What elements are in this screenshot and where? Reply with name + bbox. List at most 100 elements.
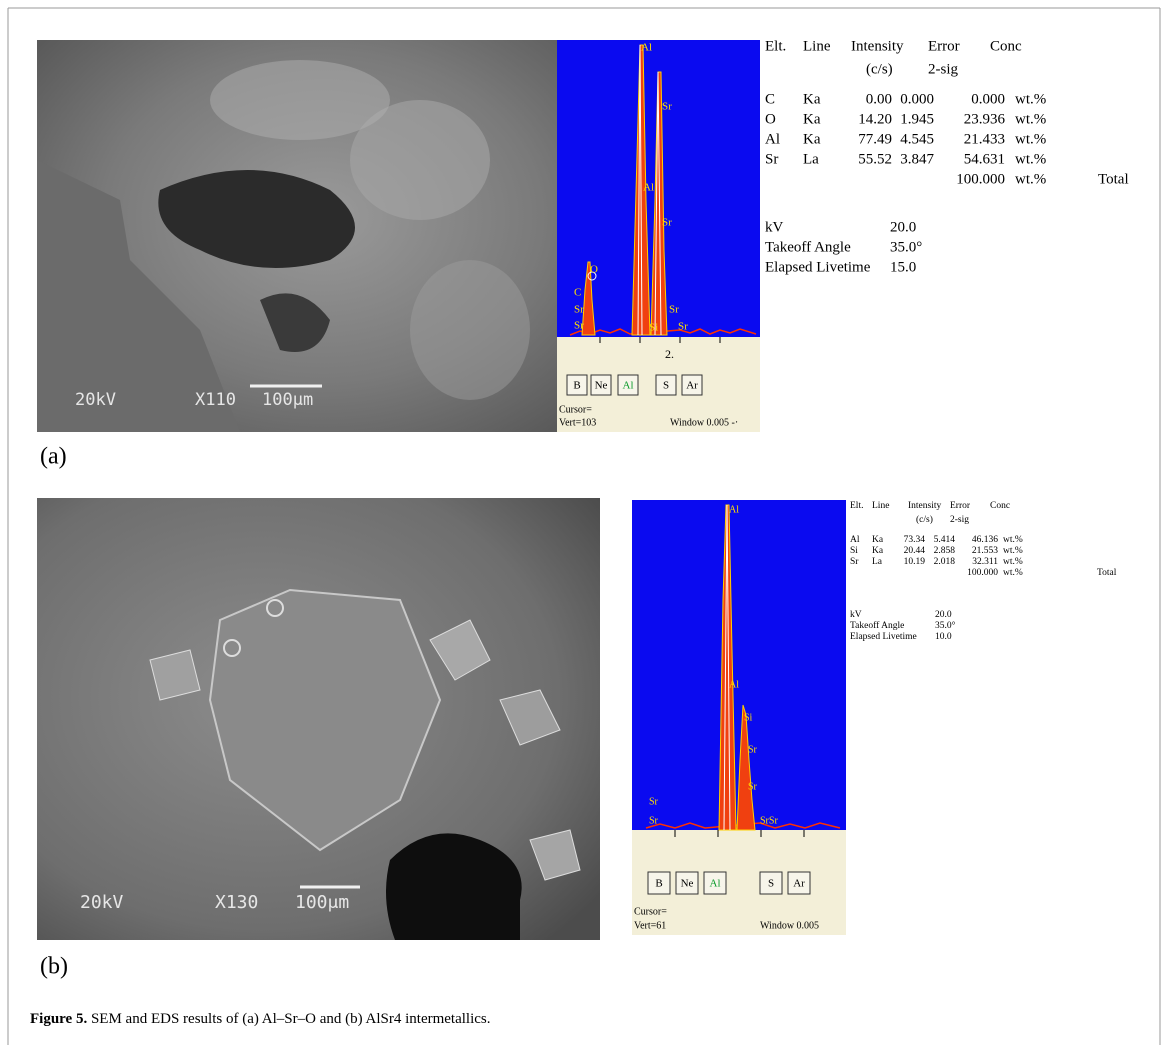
figure: Figure 5. SEM and EDS results of (a) Al–…	[0, 0, 1167, 1045]
panel-label: (b)	[40, 954, 68, 980]
table-cell: wt.%	[1015, 111, 1046, 127]
param-name: kV	[765, 219, 784, 235]
peak-label: SrSr	[760, 815, 778, 826]
table-cell: 55.52	[858, 151, 892, 167]
cursor-label: Cursor=	[559, 404, 592, 415]
param-value: 35.0°	[890, 239, 922, 255]
table-cell: wt.%	[1003, 546, 1023, 556]
table-cell: 10.19	[904, 557, 926, 567]
sem-scale: 100μm	[262, 390, 313, 410]
table-header: Intensity	[908, 501, 941, 511]
peak-label: Sr	[649, 796, 659, 807]
peak-label: Sr	[649, 815, 659, 826]
caption-text: SEM and EDS results of (a) Al–Sr–O and (…	[87, 1011, 490, 1027]
vert-label: Vert=61	[634, 920, 666, 931]
table-header: Elt.	[765, 38, 786, 54]
table-cell: Sr	[850, 557, 859, 567]
cursor-label: Cursor=	[634, 906, 667, 917]
table-cell: La	[872, 557, 883, 567]
param-value: 15.0	[890, 259, 916, 275]
table-total: wt.%	[1015, 171, 1046, 187]
peak-label: C	[574, 287, 581, 299]
table-cell: wt.%	[1015, 131, 1046, 147]
param-name: Elapsed Livetime	[850, 632, 917, 642]
sem-voltage: 20kV	[80, 892, 124, 913]
caption: Figure 5. SEM and EDS results of (a) Al–…	[30, 1011, 491, 1027]
peak-label: Al	[643, 182, 654, 194]
table-cell: Ka	[872, 546, 884, 556]
peak-label: Si	[649, 322, 658, 334]
table-total: wt.%	[1003, 568, 1023, 578]
table-header-unit: (c/s)	[916, 514, 933, 525]
table-cell: 23.936	[964, 111, 1006, 127]
param-value: 20.0	[890, 219, 916, 235]
table-cell: Sr	[765, 151, 778, 167]
table-cell: 54.631	[964, 151, 1005, 167]
table-cell: 46.136	[972, 535, 998, 545]
peak-label: Al	[641, 42, 652, 54]
peak-label: Sr	[748, 781, 758, 792]
table-cell: 20.44	[904, 546, 926, 556]
table-cell: Ka	[803, 91, 821, 107]
table-cell: 14.20	[858, 111, 892, 127]
table-total: Total	[1097, 568, 1117, 578]
param-value: 20.0	[935, 610, 952, 620]
table-cell: 0.00	[866, 91, 892, 107]
param-name: Takeoff Angle	[765, 239, 851, 255]
param-name: Takeoff Angle	[850, 620, 904, 631]
sem-image-a	[37, 40, 557, 432]
sem-magnification: X130	[215, 892, 258, 913]
param-value: 10.0	[935, 632, 952, 642]
element-button-label: S	[768, 878, 774, 890]
table-cell: O	[765, 111, 776, 127]
table-cell: 21.433	[964, 131, 1005, 147]
table-cell: La	[803, 151, 819, 167]
sem-voltage: 20kV	[75, 390, 116, 410]
peak-label: Sr	[669, 304, 679, 316]
table-header: Intensity	[851, 38, 904, 54]
peak-label: Sr	[678, 321, 688, 333]
table-cell: 0.000	[971, 91, 1005, 107]
sem-magnification: X110	[195, 390, 236, 410]
element-button-label: B	[573, 380, 580, 392]
table-cell: wt.%	[1003, 557, 1023, 567]
sem-image-b	[37, 498, 600, 940]
table-cell: 2.858	[934, 546, 956, 556]
vert-label: Vert=103	[559, 417, 596, 428]
peak-label: Sr	[574, 304, 584, 316]
element-button-label: Ne	[595, 380, 608, 392]
element-button-label: Ne	[681, 878, 694, 890]
element-button-label: B	[655, 878, 662, 890]
window-label: Window 0.005 -·	[670, 417, 738, 428]
panel-label: (a)	[40, 444, 67, 470]
table-cell: 73.34	[904, 535, 926, 545]
table-cell: Al	[765, 131, 780, 147]
table-header: Error	[950, 501, 971, 511]
eds-spectrum-a	[557, 40, 760, 432]
peak-label: Al	[729, 679, 739, 690]
table-cell: wt.%	[1003, 535, 1023, 545]
element-button-label: Ar	[793, 878, 805, 890]
peak-label: O	[590, 264, 598, 276]
table-cell: 77.49	[858, 131, 892, 147]
table-cell: Ka	[872, 535, 884, 545]
table-cell: Ka	[803, 111, 821, 127]
table-header: Conc	[990, 501, 1010, 511]
table-header: Line	[872, 501, 889, 511]
peak-label: Al	[729, 504, 739, 515]
axis-label: 2.	[665, 347, 674, 361]
param-name: kV	[850, 610, 862, 620]
eds-spectrum-b	[632, 500, 846, 935]
table-cell: wt.%	[1015, 151, 1046, 167]
peak-label: Sr	[662, 217, 672, 229]
table-total: 100.000	[956, 171, 1005, 187]
table-cell: Si	[850, 546, 858, 556]
table-cell: Al	[850, 535, 860, 545]
table-cell: 5.414	[934, 535, 956, 545]
peak-label: Si	[744, 712, 753, 723]
element-button-label: Al	[710, 878, 721, 890]
element-button-label: S	[663, 380, 669, 392]
table-header: Error	[928, 38, 960, 54]
element-button-label: Ar	[686, 380, 698, 392]
table-cell: 0.000	[900, 91, 934, 107]
